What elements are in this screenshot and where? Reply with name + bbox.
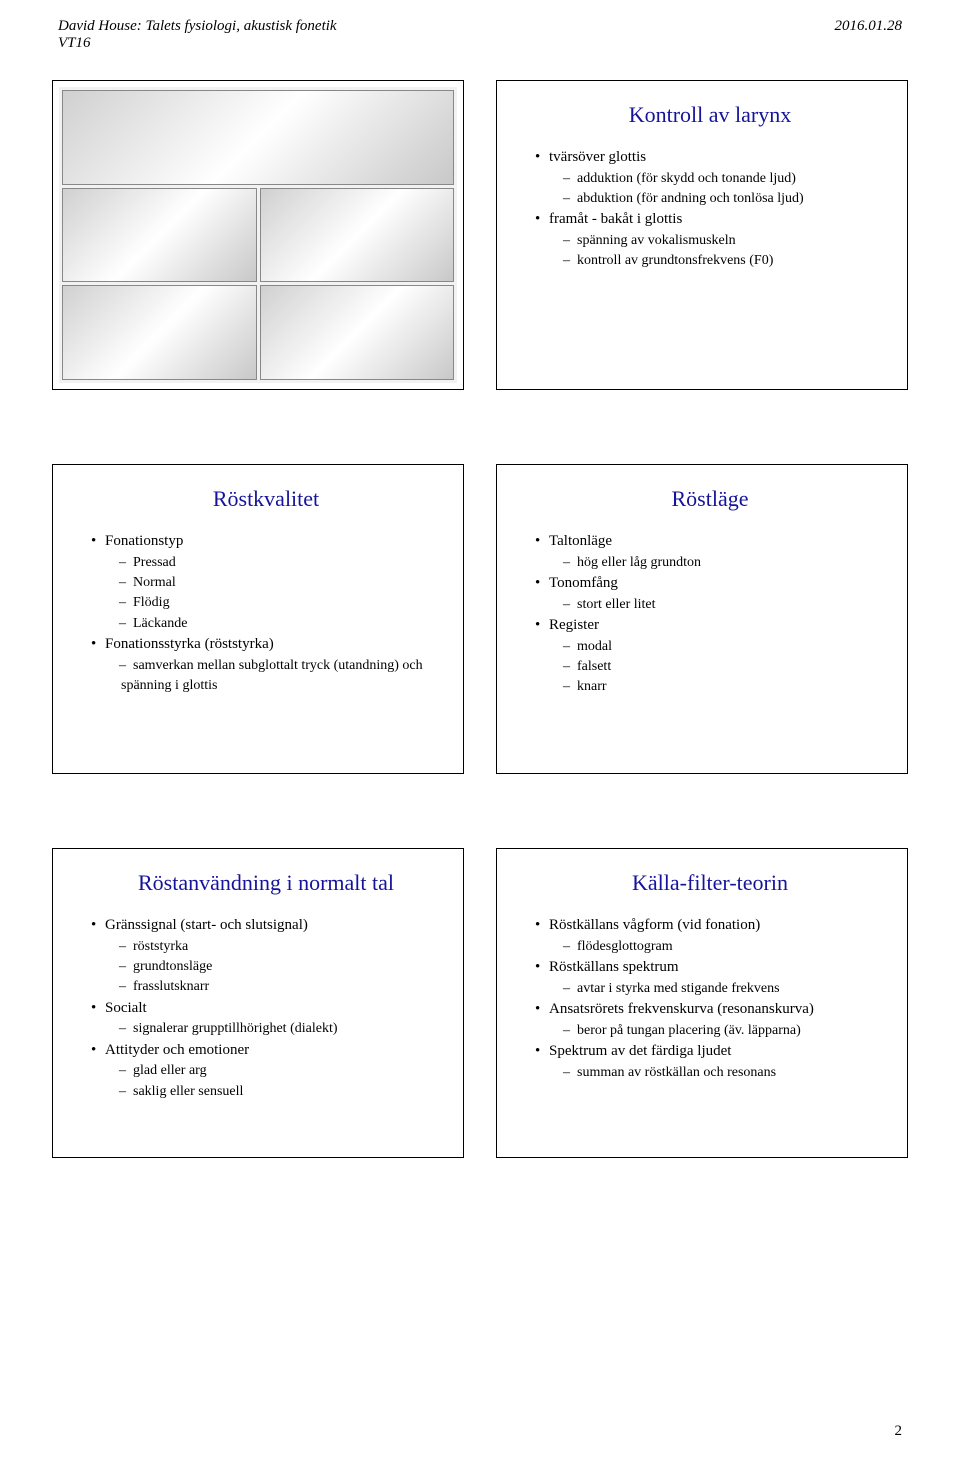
list-item-dash: falsett (537, 657, 883, 677)
slide-title: Kontroll av larynx (537, 99, 883, 131)
slide-title: Röstläge (537, 483, 883, 515)
list-item-bullet: Fonationstyp (93, 531, 439, 553)
slide-list: Taltonlägehög eller låg grundtonTonomfån… (537, 531, 883, 698)
list-item-dash: glad eller arg (93, 1061, 439, 1081)
list-item-bullet: Fonationsstyrka (röststyrka) (93, 634, 439, 656)
slide-title: Röstkvalitet (93, 483, 439, 515)
slide-kalla-filter-teorin: Källa-filter-teorin Röstkällans vågform … (496, 848, 908, 1158)
slide-title: Röstanvändning i normalt tal (93, 867, 439, 899)
list-item-bullet: framåt - bakåt i glottis (537, 209, 883, 231)
slide-title: Källa-filter-teorin (537, 867, 883, 899)
page-number: 2 (895, 1423, 903, 1440)
anatomical-image-placeholder (59, 87, 457, 383)
list-item-bullet: Gränssignal (start- och slutsignal) (93, 915, 439, 937)
slide-row-2: Röstkvalitet FonationstypPressadNormalFl… (52, 464, 908, 774)
list-item-dash: Flödig (93, 593, 439, 613)
list-item-dash: beror på tungan placering (äv. läpparna) (537, 1021, 883, 1041)
list-item-dash: hög eller låg grundton (537, 553, 883, 573)
list-item-dash: frasslutsknarr (93, 977, 439, 997)
header-subline: VT16 (0, 35, 960, 52)
list-item-bullet: Röstkällans spektrum (537, 957, 883, 979)
slide-kontroll-av-larynx: Kontroll av larynx tvärsöver glottisaddu… (496, 80, 908, 390)
list-item-bullet: Spektrum av det färdiga ljudet (537, 1041, 883, 1063)
list-item-bullet: Taltonläge (537, 531, 883, 553)
slide-image-larynx (52, 80, 464, 390)
list-item-dash: avtar i styrka med stigande frekvens (537, 979, 883, 999)
slides-grid: Kontroll av larynx tvärsöver glottisaddu… (0, 52, 960, 1158)
slide-list: FonationstypPressadNormalFlödigLäckandeF… (93, 531, 439, 696)
slide-rostkvalitet: Röstkvalitet FonationstypPressadNormalFl… (52, 464, 464, 774)
list-item-dash: summan av röstkällan och resonans (537, 1063, 883, 1083)
list-item-dash: modal (537, 637, 883, 657)
list-item-dash: saklig eller sensuell (93, 1082, 439, 1102)
slide-row-1: Kontroll av larynx tvärsöver glottisaddu… (52, 80, 908, 390)
list-item-bullet: Röstkällans vågform (vid fonation) (537, 915, 883, 937)
list-item-bullet: tvärsöver glottis (537, 147, 883, 169)
list-item-bullet: Register (537, 615, 883, 637)
list-item-dash: flödesglottogram (537, 937, 883, 957)
slide-list: tvärsöver glottisadduktion (för skydd oc… (537, 147, 883, 272)
slide-rostanvandning: Röstanvändning i normalt tal Gränssignal… (52, 848, 464, 1158)
page-header: David House: Talets fysiologi, akustisk … (0, 0, 960, 35)
slide-rostlage: Röstläge Taltonlägehög eller låg grundto… (496, 464, 908, 774)
list-item-bullet: Ansatsrörets frekvenskurva (resonanskurv… (537, 999, 883, 1021)
list-item-dash: röststyrka (93, 937, 439, 957)
slide-row-3: Röstanvändning i normalt tal Gränssignal… (52, 848, 908, 1158)
list-item-dash: kontroll av grundtonsfrekvens (F0) (537, 251, 883, 271)
slide-list: Röstkällans vågform (vid fonation)flödes… (537, 915, 883, 1083)
list-item-dash: spänning av vokalismuskeln (537, 231, 883, 251)
header-date: 2016.01.28 (835, 18, 903, 35)
list-item-dash: knarr (537, 677, 883, 697)
list-item-dash: signalerar grupptillhörighet (dialekt) (93, 1019, 439, 1039)
list-item-dash: Pressad (93, 553, 439, 573)
list-item-dash: samverkan mellan subglottalt tryck (utan… (93, 656, 439, 697)
list-item-bullet: Tonomfång (537, 573, 883, 595)
list-item-dash: grundtonsläge (93, 957, 439, 977)
header-left: David House: Talets fysiologi, akustisk … (58, 18, 337, 35)
slide-list: Gränssignal (start- och slutsignal)rösts… (93, 915, 439, 1102)
list-item-dash: adduktion (för skydd och tonande ljud) (537, 169, 883, 189)
list-item-dash: Läckande (93, 614, 439, 634)
list-item-bullet: Attityder och emotioner (93, 1040, 439, 1062)
list-item-dash: stort eller litet (537, 595, 883, 615)
list-item-bullet: Socialt (93, 998, 439, 1020)
list-item-dash: Normal (93, 573, 439, 593)
list-item-dash: abduktion (för andning och tonlösa ljud) (537, 189, 883, 209)
